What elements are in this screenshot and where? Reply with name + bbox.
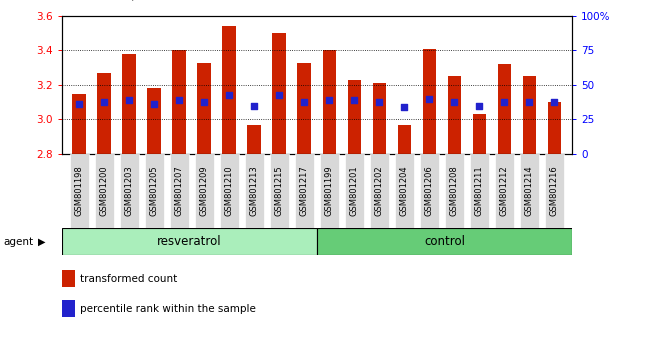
FancyBboxPatch shape — [545, 154, 564, 228]
Bar — [473, 114, 486, 154]
Bar — [372, 83, 386, 154]
FancyBboxPatch shape — [70, 154, 89, 228]
Bar — [422, 49, 436, 154]
Point — [349, 98, 359, 103]
Point — [399, 104, 410, 110]
Text: ▶: ▶ — [38, 236, 46, 247]
Text: GSM801205: GSM801205 — [150, 165, 159, 216]
Point — [374, 99, 385, 105]
Bar — [72, 93, 86, 154]
Bar — [448, 76, 462, 154]
Text: GSM801204: GSM801204 — [400, 165, 409, 216]
FancyBboxPatch shape — [94, 154, 114, 228]
FancyBboxPatch shape — [294, 154, 314, 228]
Text: GSM801203: GSM801203 — [125, 165, 134, 216]
Text: agent: agent — [3, 236, 33, 247]
Text: GSM801213: GSM801213 — [250, 165, 259, 216]
Text: transformed count: transformed count — [79, 274, 177, 284]
FancyBboxPatch shape — [370, 154, 389, 228]
Text: resveratrol: resveratrol — [157, 235, 222, 248]
Text: GSM801215: GSM801215 — [275, 165, 284, 216]
Text: GSM801198: GSM801198 — [75, 165, 84, 216]
FancyBboxPatch shape — [120, 154, 139, 228]
Bar — [148, 88, 161, 154]
Bar — [62, 270, 75, 287]
Bar — [317, 228, 572, 255]
Bar — [62, 228, 317, 255]
Point — [124, 98, 135, 103]
FancyBboxPatch shape — [520, 154, 540, 228]
Bar — [398, 125, 411, 154]
FancyBboxPatch shape — [144, 154, 164, 228]
Point — [324, 98, 335, 103]
FancyBboxPatch shape — [270, 154, 289, 228]
Point — [549, 99, 560, 105]
Point — [424, 96, 435, 102]
Point — [149, 101, 159, 107]
Text: GSM801209: GSM801209 — [200, 165, 209, 216]
Text: GSM801216: GSM801216 — [550, 165, 559, 216]
Point — [525, 99, 535, 105]
Bar — [248, 125, 261, 154]
Point — [174, 98, 185, 103]
FancyBboxPatch shape — [470, 154, 489, 228]
Point — [274, 92, 285, 98]
Text: GSM801200: GSM801200 — [99, 165, 109, 216]
Point — [249, 103, 259, 108]
Point — [224, 92, 235, 98]
Text: GSM801207: GSM801207 — [175, 165, 184, 216]
Text: GSM801212: GSM801212 — [500, 165, 509, 216]
Bar — [198, 63, 211, 154]
Point — [474, 103, 485, 108]
Point — [99, 99, 109, 105]
Text: GSM801214: GSM801214 — [525, 165, 534, 216]
FancyBboxPatch shape — [495, 154, 514, 228]
Bar — [523, 76, 536, 154]
Text: GDS3981 / 8104281: GDS3981 / 8104281 — [62, 0, 203, 2]
Point — [499, 99, 510, 105]
FancyBboxPatch shape — [194, 154, 214, 228]
Text: control: control — [424, 235, 465, 248]
Text: percentile rank within the sample: percentile rank within the sample — [79, 304, 255, 314]
FancyBboxPatch shape — [220, 154, 239, 228]
Point — [199, 99, 209, 105]
Bar — [272, 33, 286, 154]
Text: GSM801206: GSM801206 — [425, 165, 434, 216]
FancyBboxPatch shape — [395, 154, 414, 228]
Point — [74, 101, 85, 107]
Text: GSM801202: GSM801202 — [375, 165, 384, 216]
FancyBboxPatch shape — [344, 154, 364, 228]
Bar — [62, 301, 75, 317]
Bar — [348, 80, 361, 154]
Text: GSM801217: GSM801217 — [300, 165, 309, 216]
Text: GSM801210: GSM801210 — [225, 165, 234, 216]
Bar — [547, 102, 562, 154]
Text: GSM801208: GSM801208 — [450, 165, 459, 216]
Bar — [222, 26, 236, 154]
FancyBboxPatch shape — [420, 154, 439, 228]
Point — [449, 99, 460, 105]
Bar — [298, 63, 311, 154]
Text: GSM801201: GSM801201 — [350, 165, 359, 216]
Bar — [498, 64, 512, 154]
FancyBboxPatch shape — [244, 154, 264, 228]
FancyBboxPatch shape — [445, 154, 464, 228]
Text: GSM801199: GSM801199 — [325, 165, 334, 216]
Bar — [172, 51, 186, 154]
Bar — [122, 54, 136, 154]
Point — [299, 99, 309, 105]
Text: GSM801211: GSM801211 — [475, 165, 484, 216]
Bar — [98, 73, 111, 154]
FancyBboxPatch shape — [170, 154, 189, 228]
Bar — [322, 51, 336, 154]
FancyBboxPatch shape — [320, 154, 339, 228]
